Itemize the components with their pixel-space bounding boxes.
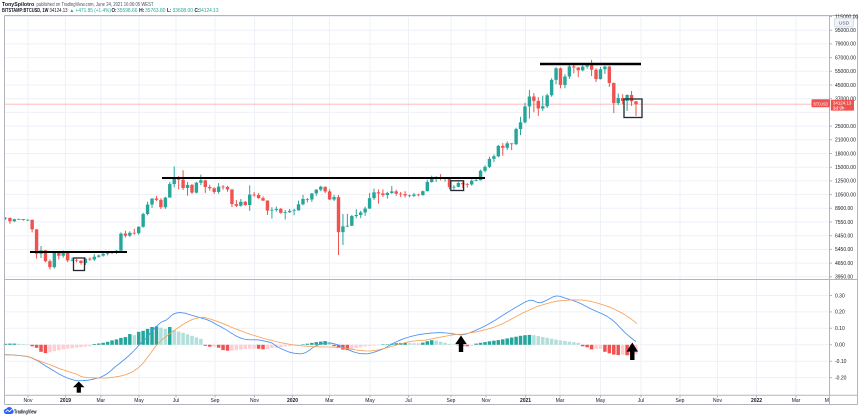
svg-text:12500.00: 12500.00: [835, 179, 856, 185]
svg-text:45000.00: 45000.00: [835, 83, 856, 89]
svg-text:33608.00: 33608.00: [173, 8, 194, 14]
svg-text:Mar: Mar: [792, 398, 801, 404]
svg-text:▲ +471.85 (+1.4%): ▲ +471.85 (+1.4%): [70, 8, 112, 14]
svg-text:15000.00: 15000.00: [835, 165, 856, 171]
svg-text:79000.00: 79000.00: [835, 42, 856, 48]
svg-text:7550.00: 7550.00: [835, 220, 853, 226]
svg-text:Mar: Mar: [96, 398, 105, 404]
svg-text:34124.13: 34124.13: [833, 101, 852, 107]
svg-text:4650.00: 4650.00: [835, 261, 853, 267]
svg-text:0.10: 0.10: [835, 326, 845, 332]
svg-text:3950.00: 3950.00: [835, 275, 853, 281]
svg-text:115000.00: 115000.00: [835, 14, 858, 20]
svg-text:Nov: Nov: [24, 398, 33, 404]
svg-text:Jul: Jul: [173, 398, 179, 404]
svg-text:3d 9h: 3d 9h: [833, 105, 845, 110]
svg-text:18000.00: 18000.00: [835, 151, 856, 157]
svg-text:Nov: Nov: [250, 398, 259, 404]
svg-text:34124.13: 34124.13: [199, 8, 219, 14]
svg-text:May: May: [365, 398, 375, 404]
svg-text:BTCUSD: BTCUSD: [814, 101, 829, 106]
svg-text:6450.00: 6450.00: [835, 234, 853, 240]
svg-text:Mar: Mar: [556, 398, 565, 404]
svg-text:Mar: Mar: [325, 398, 334, 404]
svg-text:2019: 2019: [60, 398, 71, 404]
svg-text:2022: 2022: [751, 398, 762, 404]
svg-text:Nov: Nov: [482, 398, 491, 404]
svg-text:95000.00: 95000.00: [835, 28, 856, 34]
svg-text:35763.80: 35763.80: [145, 8, 166, 14]
svg-text:Sep: Sep: [447, 398, 456, 404]
svg-text:Sep: Sep: [211, 398, 220, 404]
svg-text:M: M: [825, 398, 829, 404]
svg-text:Jul: Jul: [638, 398, 644, 404]
svg-text:May: May: [134, 398, 144, 404]
svg-text:TradingView: TradingView: [14, 409, 37, 415]
svg-text:USD: USD: [839, 21, 850, 27]
svg-text:BITSTAMP:BTCUSD, 1W: BITSTAMP:BTCUSD, 1W: [2, 8, 49, 14]
svg-text:L:: L:: [167, 8, 172, 14]
svg-text:67000.00: 67000.00: [835, 55, 856, 61]
svg-text:10500.00: 10500.00: [835, 192, 856, 198]
svg-text:published on TradingView.com,: published on TradingView.com, June 24, 2…: [37, 2, 154, 8]
svg-text:21000.00: 21000.00: [835, 138, 856, 144]
svg-text:H:: H:: [139, 8, 145, 14]
svg-text:-0.20: -0.20: [835, 375, 847, 381]
svg-text:35598.66: 35598.66: [117, 8, 138, 14]
svg-text:Jul: Jul: [405, 398, 411, 404]
svg-text:0.30: 0.30: [835, 293, 845, 299]
svg-text:TonySpilotro: TonySpilotro: [2, 2, 34, 8]
svg-text:C:: C:: [195, 8, 200, 14]
svg-text:O:: O:: [112, 8, 117, 14]
svg-text:May: May: [596, 398, 606, 404]
svg-text:Nov: Nov: [713, 398, 722, 404]
svg-text:2021: 2021: [520, 398, 531, 404]
svg-text:0.00: 0.00: [835, 343, 845, 349]
svg-text:25000.00: 25000.00: [835, 124, 856, 130]
svg-text:0.20: 0.20: [835, 310, 845, 316]
svg-text:37000.00: 37000.00: [835, 97, 856, 103]
svg-text:34124.13: 34124.13: [50, 8, 68, 14]
svg-text:2020: 2020: [287, 398, 298, 404]
svg-text:Sep: Sep: [676, 398, 685, 404]
svg-text:5450.00: 5450.00: [835, 247, 853, 253]
svg-text:55000.00: 55000.00: [835, 69, 856, 75]
svg-text:8900.00: 8900.00: [835, 206, 853, 212]
svg-text:-0.10: -0.10: [835, 359, 847, 365]
